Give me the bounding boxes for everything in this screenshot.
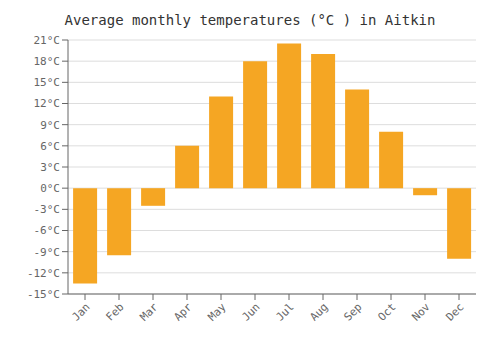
svg-text:Nov: Nov [409, 300, 433, 324]
svg-text:0°C: 0°C [40, 182, 60, 195]
svg-text:-15°C: -15°C [27, 288, 60, 301]
svg-text:Aug: Aug [307, 300, 330, 323]
svg-text:Dec: Dec [443, 300, 466, 323]
svg-text:Jan: Jan [69, 300, 92, 323]
svg-text:-3°C: -3°C [34, 203, 61, 216]
svg-text:-12°C: -12°C [27, 267, 60, 280]
svg-text:9°C: 9°C [40, 119, 60, 132]
html-text:Average monthly temperatures (: Average monthly temperatures (°C ) in Ai… [64, 12, 436, 28]
svg-text:18°C: 18°C [34, 55, 61, 68]
svg-text:21°C: 21°C [34, 34, 61, 47]
svg-text:-9°C: -9°C [34, 246, 61, 259]
svg-text:Feb: Feb [103, 300, 126, 323]
svg-text:6°C: 6°C [40, 140, 60, 153]
svg-text:12°C: 12°C [34, 97, 61, 110]
svg-text:15°C: 15°C [34, 76, 61, 89]
svg-text:Oct: Oct [375, 300, 398, 323]
svg-text:Jun: Jun [239, 300, 262, 323]
svg-text:3°C: 3°C [40, 161, 60, 174]
svg-text:Mar: Mar [137, 300, 161, 324]
svg-text:Jul: Jul [273, 300, 296, 323]
svg-text:Sep: Sep [341, 300, 364, 323]
svg-text:May: May [205, 300, 229, 324]
svg-text:-6°C: -6°C [34, 224, 61, 237]
svg-text:Apr: Apr [171, 300, 195, 324]
